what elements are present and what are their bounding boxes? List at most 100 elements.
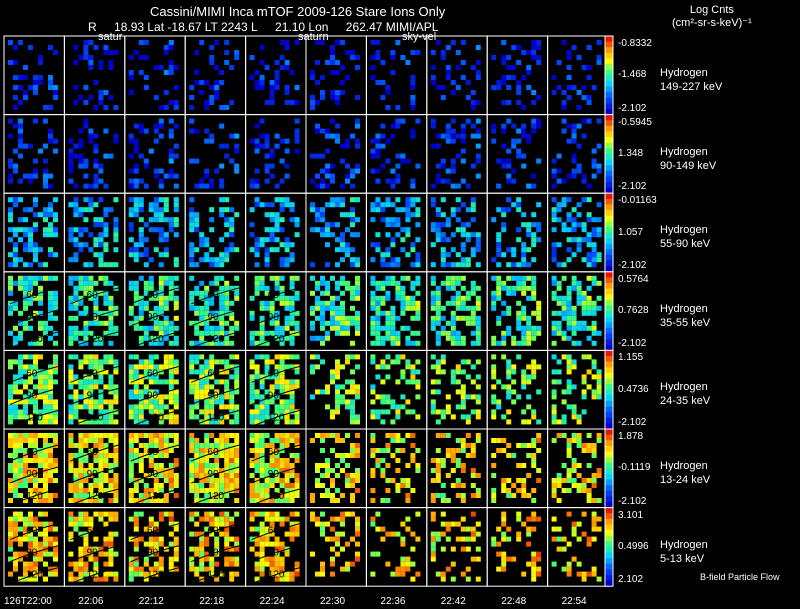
heatmap-pixel (13, 168, 18, 174)
heatmap-pixel (375, 330, 381, 336)
heatmap-pixel (48, 551, 53, 557)
heatmap-pixel (23, 448, 28, 453)
heatmap-pixel (199, 90, 205, 95)
heatmap-pixel (199, 379, 205, 385)
heatmap-pixel (335, 247, 340, 253)
heatmap-pixel (133, 374, 139, 380)
heatmap-pixel (214, 315, 220, 321)
heatmap-pixel (450, 275, 456, 281)
heatmap-pixel (269, 85, 275, 90)
heatmap-pixel (168, 40, 174, 45)
heatmap-pixel (380, 364, 386, 370)
heatmap-pixel (269, 561, 275, 567)
heatmap-pixel (380, 394, 386, 400)
heatmap-pixel (335, 325, 340, 331)
heatmap-pixel (571, 173, 577, 179)
heatmap-pixel (259, 409, 265, 415)
time-tick-label: 22:54 (561, 596, 587, 607)
heatmap-pixel (320, 325, 325, 331)
heatmap-pixel (455, 493, 461, 498)
heatmap-pixel (259, 75, 265, 80)
heatmap-pixel (88, 95, 94, 100)
heatmap-pixel (138, 202, 144, 208)
heatmap-pixel (274, 379, 280, 385)
heatmap-pixel (199, 257, 205, 263)
heatmap-pixel (571, 414, 577, 420)
heatmap-pixel (450, 320, 456, 326)
heatmap-pixel (73, 237, 79, 243)
heatmap-pixel (219, 197, 225, 203)
heatmap-pixel (269, 438, 275, 443)
colorbar-tick-label: 1.057 (618, 226, 644, 238)
heatmap-pixel (501, 252, 507, 258)
heatmap-pixel (68, 404, 74, 410)
heatmap-pixel (415, 262, 421, 268)
heatmap-pixel (335, 433, 340, 438)
heatmap-pixel (28, 173, 33, 179)
heatmap-pixel (224, 453, 230, 458)
heatmap-pixel (158, 364, 164, 370)
heatmap-pixel (325, 168, 330, 174)
heatmap-pixel (73, 379, 79, 385)
heatmap-pixel (209, 468, 215, 473)
heatmap-pixel (73, 414, 79, 420)
heatmap-pixel (516, 531, 522, 537)
heatmap-pixel (284, 463, 290, 468)
heatmap-pixel (204, 419, 210, 425)
heatmap-pixel (491, 340, 497, 346)
heatmap-pixel (18, 541, 23, 547)
heatmap-pixel (536, 202, 542, 208)
heatmap-pixel (355, 118, 360, 124)
heatmap-pixel (83, 118, 89, 124)
heatmap-pixel (380, 473, 386, 478)
heatmap-pixel (133, 197, 139, 203)
heatmap-pixel (249, 409, 255, 415)
heatmap-pixel (355, 168, 360, 174)
heatmap-pixel (158, 217, 164, 223)
heatmap-pixel (475, 414, 481, 420)
heatmap-pixel (128, 516, 134, 522)
heatmap-pixel (88, 438, 94, 443)
heatmap-pixel (465, 222, 471, 228)
heatmap-pixel (370, 65, 376, 70)
heatmap-pixel (536, 325, 542, 331)
heatmap-pixel (531, 443, 537, 448)
contour-line (9, 444, 59, 462)
heatmap-pixel (455, 483, 461, 488)
heatmap-pixel (294, 511, 300, 517)
heatmap-pixel (330, 118, 335, 124)
heatmap-pixel (83, 285, 89, 291)
heatmap-pixel (289, 438, 295, 443)
heatmap-pixel (108, 340, 114, 346)
heatmap-pixel (68, 295, 74, 301)
heatmap-pixel (133, 566, 139, 572)
heatmap-pixel (400, 153, 406, 159)
heatmap-pixel (234, 133, 240, 139)
heatmap-pixel (108, 399, 114, 405)
heatmap-pixel (385, 433, 391, 438)
heatmap-pixel (380, 60, 386, 65)
heatmap-pixel (491, 354, 497, 360)
heatmap-pixel (43, 521, 48, 527)
colorbar-tick-label: 0.5764 (618, 273, 649, 285)
heatmap-pixel (214, 325, 220, 331)
heatmap-pixel (68, 354, 74, 360)
heatmap-pixel (405, 516, 411, 522)
heatmap-pixel (214, 478, 220, 483)
heatmap-pixel (591, 217, 597, 223)
heatmap-pixel (465, 315, 471, 321)
heatmap-pixel (415, 571, 421, 577)
contour-label: 120 (26, 570, 43, 581)
contour-line (9, 545, 59, 563)
heatmap-pixel (209, 374, 215, 380)
heatmap-pixel (556, 359, 562, 365)
heatmap-pixel (496, 526, 502, 532)
heatmap-pixel (460, 493, 466, 498)
heatmap-pixel (355, 551, 360, 557)
heatmap-pixel (209, 531, 215, 537)
heatmap-pixel (521, 374, 527, 380)
heatmap-pixel (355, 232, 360, 238)
heatmap-pixel (551, 536, 557, 542)
heatmap-pixel (556, 178, 562, 184)
heatmap-pixel (78, 531, 84, 537)
